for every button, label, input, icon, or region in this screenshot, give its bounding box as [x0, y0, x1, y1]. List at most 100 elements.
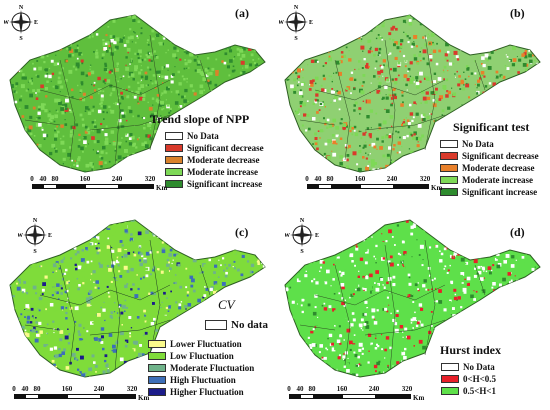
- legend-swatch: [440, 140, 458, 148]
- raster-pixel: [266, 21, 269, 24]
- raster-pixel: [152, 23, 156, 26]
- raster-pixel: [178, 82, 182, 85]
- raster-pixel: [136, 274, 138, 276]
- raster-pixel: [542, 99, 543, 100]
- raster-pixel: [372, 254, 375, 257]
- raster-pixel: [115, 259, 120, 264]
- raster-pixel: [129, 63, 131, 65]
- raster-pixel: [120, 91, 123, 95]
- raster-pixel: [268, 166, 271, 169]
- raster-pixel: [79, 371, 82, 374]
- raster-pixel: [140, 277, 142, 280]
- raster-pixel: [336, 286, 341, 290]
- raster-pixel: [542, 70, 545, 73]
- raster-pixel: [500, 15, 504, 19]
- raster-pixel: [145, 167, 148, 170]
- compass-icon: N S W E: [278, 5, 313, 42]
- raster-pixel: [93, 352, 97, 357]
- raster-pixel: [187, 49, 190, 51]
- raster-pixel: [364, 141, 367, 143]
- raster-pixel: [154, 164, 158, 168]
- raster-pixel: [512, 337, 515, 340]
- raster-pixel: [366, 65, 369, 69]
- raster-pixel: [358, 150, 362, 154]
- raster-pixel: [37, 111, 41, 115]
- raster-pixel: [424, 15, 426, 17]
- raster-pixel: [241, 92, 246, 97]
- raster-pixel: [73, 277, 77, 280]
- raster-pixel: [260, 225, 263, 227]
- raster-pixel: [53, 17, 57, 21]
- raster-pixel: [319, 102, 323, 106]
- raster-pixel: [77, 158, 81, 162]
- raster-pixel: [241, 76, 244, 79]
- raster-pixel: [492, 111, 497, 116]
- raster-pixel: [421, 152, 424, 154]
- raster-pixel: [432, 49, 437, 53]
- raster-pixel: [438, 49, 441, 53]
- raster-pixel: [69, 294, 72, 297]
- raster-pixel: [124, 95, 126, 97]
- raster-pixel: [304, 168, 307, 171]
- raster-pixel: [106, 111, 108, 114]
- raster-pixel: [10, 108, 14, 112]
- raster-pixel: [90, 279, 92, 281]
- raster-pixel: [94, 263, 97, 266]
- raster-pixel: [267, 67, 270, 70]
- raster-pixel: [529, 114, 532, 117]
- raster-pixel: [380, 69, 384, 73]
- raster-pixel: [52, 320, 55, 323]
- raster-pixel: [450, 327, 454, 331]
- raster-pixel: [434, 277, 436, 280]
- raster-pixel: [229, 333, 233, 337]
- raster-pixel: [259, 67, 263, 70]
- raster-pixel: [379, 362, 384, 366]
- raster-pixel: [443, 268, 446, 270]
- raster-pixel: [383, 330, 387, 334]
- raster-pixel: [78, 351, 81, 353]
- raster-pixel: [519, 301, 521, 303]
- raster-pixel: [359, 145, 361, 147]
- raster-pixel: [194, 314, 198, 317]
- raster-pixel: [88, 226, 91, 228]
- raster-pixel: [35, 92, 37, 94]
- raster-pixel: [207, 79, 210, 82]
- raster-pixel: [506, 67, 510, 70]
- raster-pixel: [503, 39, 505, 41]
- raster-pixel: [149, 273, 152, 276]
- raster-pixel: [18, 379, 22, 383]
- raster-pixel: [212, 15, 216, 17]
- raster-pixel: [381, 38, 384, 41]
- raster-pixel: [492, 282, 496, 286]
- raster-pixel: [15, 372, 17, 374]
- raster-pixel: [418, 339, 423, 344]
- raster-pixel: [262, 294, 265, 299]
- raster-pixel: [386, 127, 388, 129]
- compass-w: W: [4, 20, 9, 26]
- raster-pixel: [151, 170, 155, 172]
- raster-pixel: [261, 36, 263, 39]
- raster-pixel: [67, 46, 72, 51]
- raster-pixel: [353, 239, 358, 244]
- raster-pixel: [196, 69, 201, 73]
- raster-pixel: [111, 72, 114, 74]
- raster-pixel: [305, 162, 308, 164]
- raster-pixel: [64, 119, 66, 121]
- raster-pixel: [366, 127, 370, 130]
- raster-pixel: [104, 64, 108, 67]
- raster-pixel: [409, 112, 414, 116]
- raster-pixel: [486, 290, 488, 292]
- raster-pixel: [519, 85, 521, 87]
- raster-pixel: [396, 151, 399, 154]
- raster-pixel: [476, 87, 478, 89]
- raster-pixel: [105, 41, 110, 46]
- raster-pixel: [313, 51, 315, 53]
- raster-pixel: [45, 21, 47, 23]
- raster-pixel: [315, 158, 320, 163]
- raster-pixel: [113, 15, 116, 18]
- raster-pixel: [433, 323, 435, 325]
- raster-pixel: [14, 368, 16, 370]
- raster-pixel: [184, 62, 188, 66]
- raster-pixel: [118, 119, 122, 123]
- raster-pixel: [110, 39, 114, 43]
